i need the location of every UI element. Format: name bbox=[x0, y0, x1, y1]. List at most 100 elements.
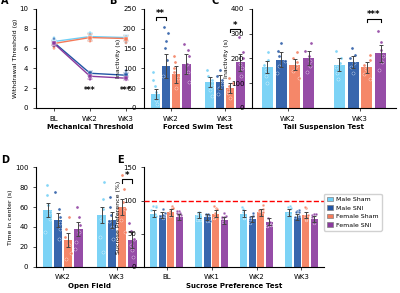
Point bbox=[174, 211, 180, 216]
Point bbox=[161, 24, 168, 29]
Point bbox=[162, 210, 168, 215]
Point bbox=[162, 46, 168, 51]
X-axis label: Sucrose Preference Test: Sucrose Preference Test bbox=[186, 283, 282, 289]
Point bbox=[127, 243, 134, 247]
Point bbox=[87, 72, 93, 77]
Point bbox=[216, 86, 223, 91]
Bar bbox=[236, 62, 244, 108]
Bar bbox=[54, 220, 62, 267]
Point bbox=[260, 62, 267, 67]
Point bbox=[51, 39, 57, 44]
Point bbox=[260, 207, 266, 211]
Point bbox=[123, 75, 129, 80]
Point bbox=[378, 47, 384, 52]
Point bbox=[123, 38, 129, 42]
Point bbox=[87, 71, 93, 75]
Point bbox=[153, 204, 159, 208]
Text: C: C bbox=[212, 0, 219, 6]
Point bbox=[219, 216, 225, 220]
Point bbox=[267, 220, 274, 225]
Point bbox=[51, 41, 57, 45]
Bar bbox=[240, 214, 247, 267]
Point bbox=[51, 40, 57, 45]
Point bbox=[56, 207, 62, 212]
Point bbox=[123, 74, 129, 79]
Point bbox=[184, 62, 190, 67]
Point bbox=[351, 60, 358, 65]
Point bbox=[226, 76, 232, 81]
Point bbox=[51, 38, 57, 42]
Point bbox=[236, 62, 243, 67]
Point bbox=[171, 54, 177, 59]
Point bbox=[66, 215, 72, 219]
Point bbox=[263, 73, 269, 78]
Bar bbox=[221, 220, 228, 267]
Point bbox=[294, 50, 300, 54]
Point bbox=[212, 211, 218, 215]
Point bbox=[165, 30, 172, 35]
Point bbox=[51, 45, 57, 49]
Bar bbox=[257, 212, 264, 267]
Point bbox=[194, 214, 200, 219]
Point bbox=[302, 214, 308, 218]
Bar bbox=[226, 88, 234, 108]
Point bbox=[153, 204, 159, 209]
Point bbox=[123, 38, 129, 42]
Bar bbox=[311, 219, 318, 267]
Point bbox=[380, 54, 386, 58]
Point bbox=[375, 67, 382, 72]
Point bbox=[67, 251, 74, 255]
Point bbox=[87, 36, 93, 41]
Point bbox=[294, 208, 300, 213]
Bar bbox=[276, 59, 287, 108]
Point bbox=[262, 67, 269, 72]
Point bbox=[51, 41, 57, 45]
Point bbox=[87, 77, 93, 81]
Point bbox=[214, 207, 220, 212]
Point bbox=[268, 223, 274, 228]
Point bbox=[240, 207, 246, 212]
Point bbox=[87, 33, 93, 37]
Bar bbox=[262, 67, 273, 108]
Text: D: D bbox=[2, 154, 10, 164]
Point bbox=[285, 205, 292, 209]
Point bbox=[123, 37, 129, 41]
Point bbox=[170, 206, 176, 210]
Point bbox=[97, 217, 104, 222]
Point bbox=[209, 94, 215, 98]
Point bbox=[268, 223, 274, 228]
Point bbox=[220, 219, 226, 224]
Point bbox=[219, 82, 225, 86]
Point bbox=[51, 42, 57, 47]
Point bbox=[76, 223, 83, 227]
Point bbox=[163, 38, 169, 43]
Point bbox=[160, 213, 166, 217]
Point bbox=[150, 78, 156, 83]
Point bbox=[123, 72, 129, 77]
Bar bbox=[375, 53, 386, 108]
Point bbox=[52, 190, 58, 195]
Point bbox=[186, 80, 192, 84]
Point bbox=[241, 215, 248, 220]
Point bbox=[153, 214, 159, 219]
Point bbox=[148, 208, 154, 212]
Point bbox=[87, 75, 93, 80]
Point bbox=[56, 236, 62, 241]
Point bbox=[152, 212, 159, 216]
Point bbox=[274, 71, 281, 76]
Point bbox=[256, 209, 262, 214]
Point bbox=[123, 76, 129, 81]
Point bbox=[255, 208, 262, 212]
Point bbox=[123, 77, 129, 82]
Point bbox=[350, 71, 356, 76]
Point bbox=[296, 210, 302, 214]
Point bbox=[308, 41, 314, 46]
Point bbox=[186, 54, 192, 59]
Point bbox=[76, 230, 82, 234]
Point bbox=[285, 211, 291, 216]
Point bbox=[335, 77, 341, 82]
Point bbox=[337, 60, 344, 65]
Point bbox=[87, 70, 93, 75]
Point bbox=[175, 213, 182, 218]
Point bbox=[292, 215, 298, 220]
